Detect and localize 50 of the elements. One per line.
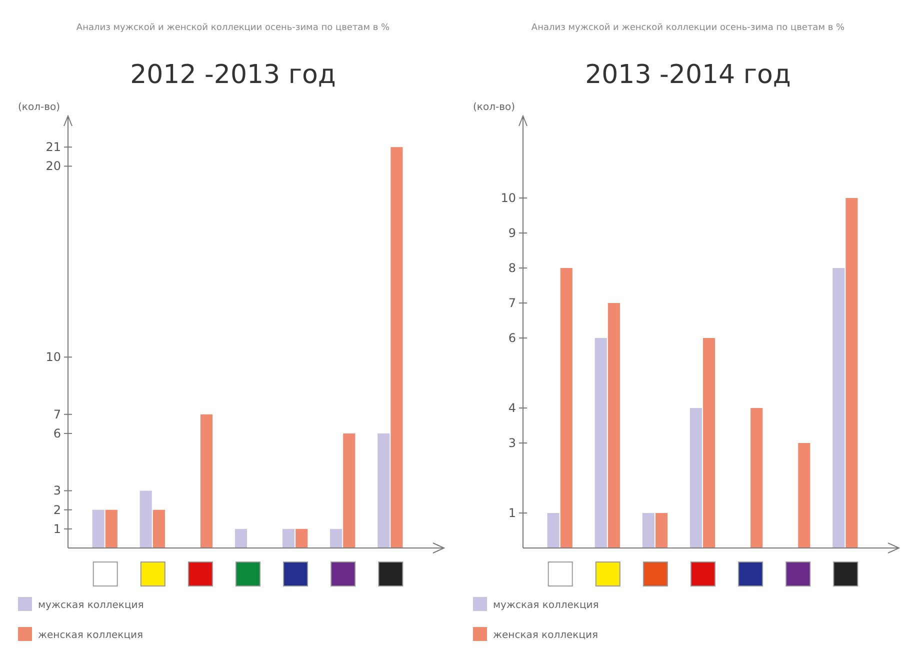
- y-axis-title: (кол-во): [18, 102, 60, 113]
- y-tick-label: 4: [508, 401, 516, 415]
- y-tick-label: 20: [46, 159, 61, 174]
- bar: [703, 338, 716, 548]
- bar: [547, 513, 560, 548]
- y-axis-title: (кол-во): [473, 102, 516, 113]
- y-tick-label: 2: [53, 502, 61, 517]
- y-tick-label: 6: [508, 331, 516, 345]
- y-tick-label: 10: [500, 191, 516, 205]
- bar: [200, 414, 213, 548]
- bar: [655, 513, 668, 548]
- chart-subtitle: Анализ мужской и женской коллекции осень-зима по цветам в %: [76, 23, 390, 33]
- bar: [608, 303, 620, 548]
- y-tick-label: 1: [53, 522, 61, 536]
- bar: [330, 528, 342, 548]
- y-tick-label: 7: [508, 296, 516, 310]
- bar: [378, 433, 390, 548]
- legend-label: мужская коллекция: [493, 600, 599, 611]
- bar: [642, 513, 654, 548]
- bar: [152, 510, 165, 548]
- bar: [690, 408, 702, 548]
- bar: [750, 408, 763, 548]
- chart-subtitle: Анализ мужской и женской коллекции осень-зима по цветам в %: [531, 23, 846, 33]
- bar: [140, 490, 152, 548]
- bar: [594, 338, 607, 548]
- y-tick-label: 3: [508, 436, 516, 450]
- y-tick-label: 6: [53, 426, 61, 440]
- bar: [234, 528, 247, 548]
- bar: [92, 510, 104, 548]
- bar: [832, 268, 845, 548]
- y-tick-label: 10: [46, 350, 61, 364]
- legend-label: мужская коллекция: [38, 600, 144, 611]
- bar: [343, 433, 356, 548]
- bar: [282, 528, 295, 548]
- bar: [846, 198, 858, 548]
- bar: [798, 443, 810, 548]
- bar: [105, 510, 118, 548]
- legend-label: женская коллекция: [493, 630, 598, 641]
- y-tick-label: 7: [53, 407, 61, 422]
- y-tick-label: 21: [46, 140, 61, 154]
- legend-label: женская коллекция: [38, 630, 144, 641]
- y-tick-label: 1: [508, 506, 516, 520]
- y-tick-label: 8: [508, 261, 516, 275]
- chart-title: 2013 -2014 год: [585, 60, 791, 90]
- y-tick-label: 3: [53, 484, 61, 498]
- y-tick-label: 9: [508, 226, 516, 240]
- chart-title: 2012 -2013 год: [130, 60, 336, 90]
- bar: [296, 528, 308, 548]
- bar: [560, 268, 572, 548]
- bar: [390, 147, 403, 548]
